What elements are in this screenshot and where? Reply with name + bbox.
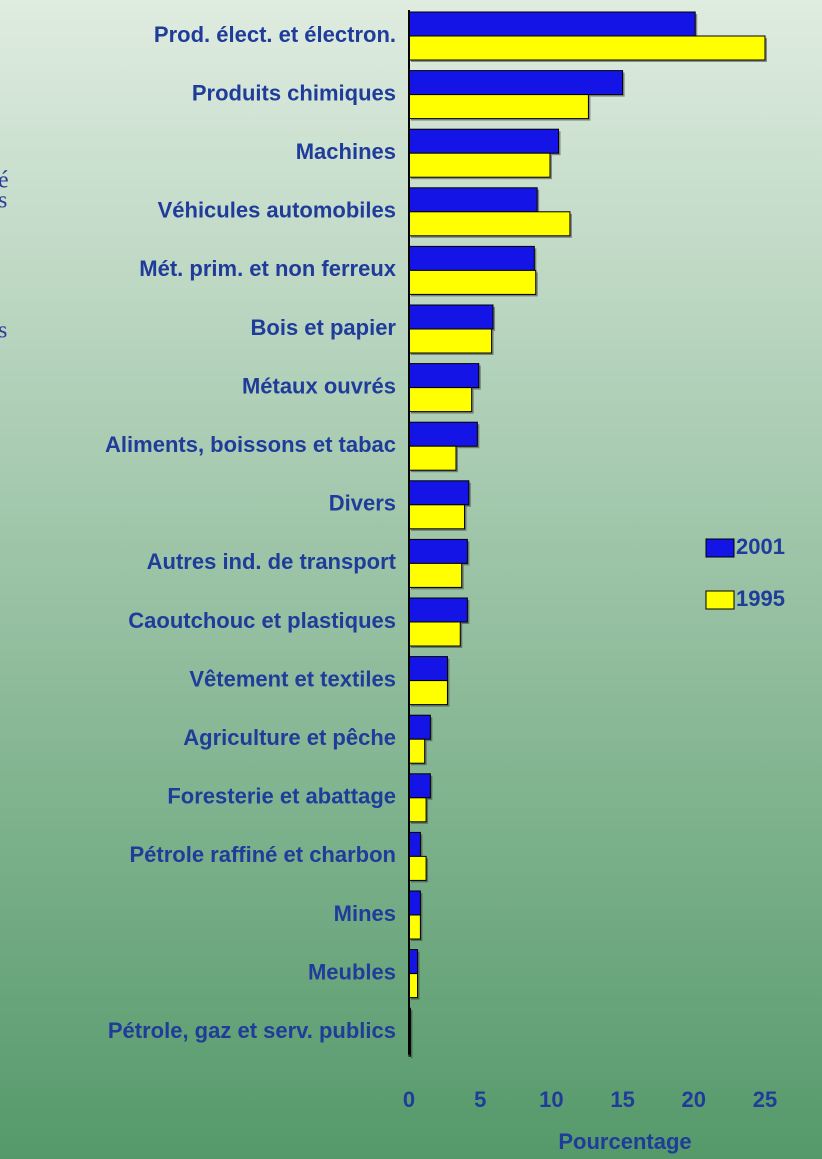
y-tick-label: Prod. élect. et électron. [154,22,396,47]
bar [408,597,468,623]
bar-shadow [411,1010,413,1035]
bar [408,128,560,154]
x-axis-label: Pourcentage [558,1129,691,1154]
y-tick-label: Métaux ouvrés [242,373,396,398]
bar [408,738,426,764]
bar [408,11,696,37]
bar [408,973,419,999]
y-tick-label: Aliments, boissons et tabac [105,432,396,457]
y-tick-label: Caoutchouc et plastiques [128,608,396,633]
bar [408,890,421,916]
bar-shadow [411,1034,413,1059]
bar [408,70,624,96]
bar [408,245,535,271]
bar [408,831,421,857]
bar [408,855,427,881]
y-tick-label: Pétrole, gaz et serv. publics [108,1018,396,1043]
bar [408,387,473,413]
bar [408,504,466,530]
legend-label: 1995 [736,586,785,611]
bar [408,480,470,506]
bar [408,914,421,940]
bar [408,328,493,354]
annotation: s [0,318,7,344]
y-tick-label: Produits chimiques [192,80,396,105]
y-tick-label: Autres ind. de transport [147,549,397,574]
y-tick-label: Machines [296,139,396,164]
x-tick-label: 0 [403,1087,415,1112]
bar [408,680,448,706]
legend-swatch [705,538,735,558]
bar [408,187,538,213]
bar [408,363,480,389]
annotation: é [0,168,9,194]
bar [408,562,463,588]
y-tick-label: Bois et papier [251,315,397,340]
bar [408,421,478,447]
bar [408,304,494,330]
x-tick-label: 20 [682,1087,706,1112]
legend-label: 2001 [736,534,785,559]
bar [408,269,537,295]
y-tick-label: Vêtement et textiles [189,666,396,691]
bar [408,35,766,61]
x-tick-label: 15 [610,1087,634,1112]
x-tick-label: 25 [753,1087,777,1112]
y-tick-label: Mét. prim. et non ferreux [139,256,396,281]
x-tick-label: 5 [474,1087,486,1112]
bar [408,211,571,237]
y-tick-label: Foresterie et abattage [167,784,396,809]
bar [408,538,468,564]
legend-swatch [705,590,735,610]
x-tick-label: 10 [539,1087,563,1112]
bar [408,773,431,799]
bar [408,656,448,682]
y-tick-label: Divers [329,491,396,516]
bar [408,621,461,647]
bar [408,445,457,471]
bar [408,714,431,740]
bar [408,94,589,120]
bar [408,152,551,178]
bar [408,949,419,975]
y-tick-label: Véhicules automobiles [158,198,396,223]
y-tick-label: Meubles [308,959,396,984]
bar [408,797,427,823]
y-tick-label: Agriculture et pêche [183,725,396,750]
annotation: s [0,188,7,214]
y-tick-label: Pétrole raffiné et charbon [129,842,396,867]
y-tick-label: Mines [334,901,396,926]
